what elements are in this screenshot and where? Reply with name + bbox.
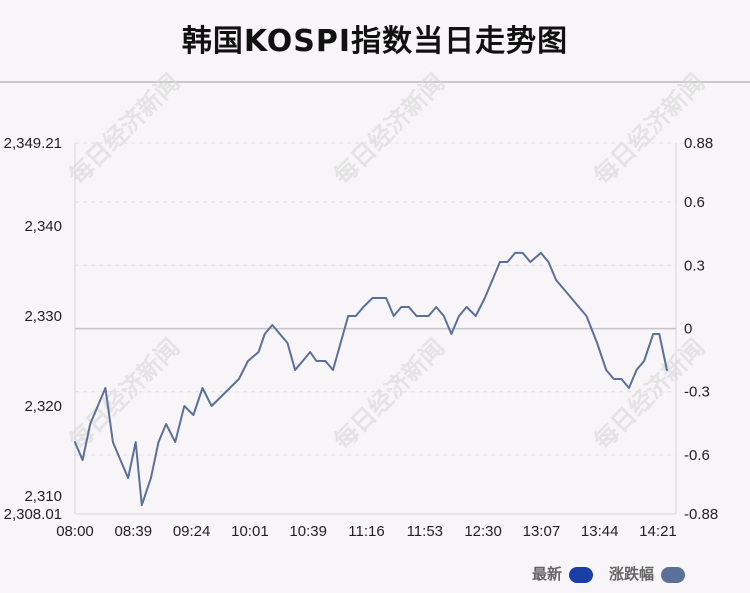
legend-label-latest: 最新 xyxy=(532,565,563,583)
y-right-tick-label: -0.88 xyxy=(684,506,718,523)
watermark-text: 每日经济新闻 xyxy=(328,333,450,455)
y-left-tick-label: 2,330 xyxy=(24,308,62,325)
y-left-tick-label: 2,340 xyxy=(24,218,62,235)
legend-swatch-latest[interactable] xyxy=(569,567,593,583)
x-tick-label: 11:53 xyxy=(407,523,443,540)
y-right-tick-label: 0 xyxy=(684,321,692,338)
y-right-tick-label: 0.88 xyxy=(684,135,713,152)
watermark-text: 每日经济新闻 xyxy=(588,68,710,190)
x-tick-label: 13:07 xyxy=(523,523,561,540)
chart-title: 韩国KOSPI指数当日走势图 xyxy=(181,24,569,59)
axes-layer xyxy=(74,143,677,515)
x-tick-label: 09:24 xyxy=(173,523,211,540)
legend-swatch-change[interactable] xyxy=(661,567,685,583)
tick-label-layer: 2,308.012,310 2,320 2,330 2,340 2,349.21 -0.8… xyxy=(4,135,719,540)
title-divider xyxy=(0,81,750,83)
y-left-tick-label: 2,320 xyxy=(24,398,62,415)
series-layer xyxy=(74,251,668,507)
x-tick-label: 10:01 xyxy=(231,523,269,540)
y-right-tick-label: -0.3 xyxy=(684,384,710,401)
x-tick-label: 13:44 xyxy=(581,523,619,540)
y-left-tick-label: 2,349.21 xyxy=(4,135,62,152)
x-tick-label: 11:16 xyxy=(348,523,384,540)
watermark-text: 每日经济新闻 xyxy=(63,68,185,190)
x-tick-label: 08:39 xyxy=(115,523,153,540)
y-right-tick-label: 0.6 xyxy=(684,194,705,211)
x-tick-label: 10:39 xyxy=(289,523,327,540)
y-left-tick-label: 2,308.01 xyxy=(4,506,62,523)
watermark-text: 每日经济新闻 xyxy=(328,68,450,190)
x-tick-label: 08:00 xyxy=(56,523,94,540)
series-line xyxy=(74,251,668,507)
y-left-tick-label: 2,310 xyxy=(24,488,62,505)
x-tick-label: 12:30 xyxy=(464,523,502,540)
legend-label-change: 涨跌幅 xyxy=(609,565,655,583)
watermark-text: 每日经济新闻 xyxy=(63,333,185,455)
y-right-tick-label: -0.6 xyxy=(684,447,710,464)
y-right-tick-label: 0.3 xyxy=(684,257,705,274)
x-tick-label: 14:21 xyxy=(639,523,677,540)
